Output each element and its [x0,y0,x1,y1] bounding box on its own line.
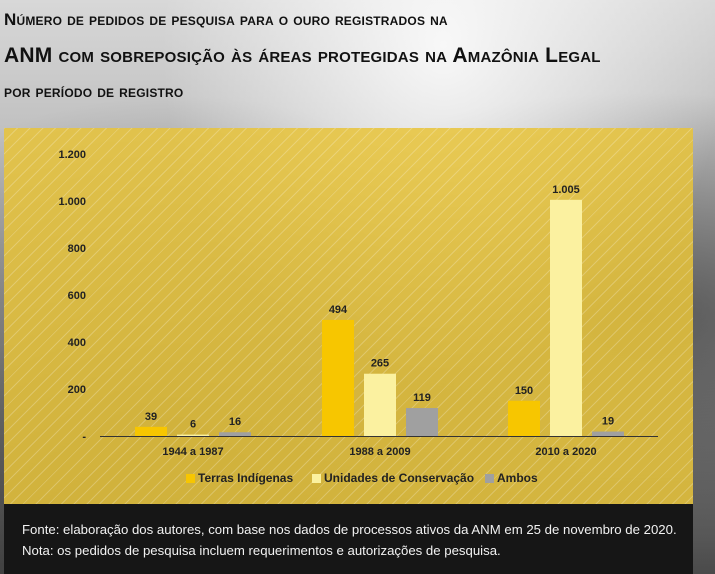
legend-swatch [485,474,494,483]
data-label: 1.005 [552,184,580,196]
title-line-1: Número de pedidos de pesquisa para o our… [4,10,448,29]
bar [322,319,354,436]
data-label: 16 [229,416,241,428]
bar [177,434,209,436]
y-tick-label: 800 [68,243,86,255]
title-line-3: por período de registro [4,82,184,101]
y-tick-label: 400 [68,337,86,349]
title-line-2: ANM com sobreposição às áreas protegidas… [4,44,601,67]
bar [135,426,167,436]
chart-title: Número de pedidos de pesquisa para o our… [4,2,704,110]
bar [364,373,396,436]
x-category-label: 2010 a 2020 [535,446,596,458]
bar [508,400,540,436]
data-label: 265 [371,358,389,370]
legend-label: Unidades de Conservação [324,471,474,485]
y-tick-label: - [82,431,86,443]
legend-label: Terras Indígenas [198,471,293,485]
bar [592,431,624,436]
data-label: 494 [329,304,348,316]
x-category-label: 1988 a 2009 [349,446,410,458]
y-tick-label: 1.000 [58,196,86,208]
source-note: Fonte: elaboração dos autores, com base … [4,504,693,574]
y-tick-label: 200 [68,384,86,396]
legend-swatch [186,474,195,483]
data-label: 6 [190,419,196,431]
y-tick-label: 600 [68,290,86,302]
y-tick-label: 1.200 [58,149,86,161]
bar [219,432,251,436]
data-label: 39 [145,411,157,423]
data-label: 19 [602,416,614,428]
bar [550,199,582,436]
legend-swatch [312,474,321,483]
bar [406,408,438,436]
legend-label: Ambos [497,471,538,485]
data-label: 119 [413,392,431,404]
data-label: 150 [515,385,533,397]
x-category-label: 1944 a 1987 [162,446,223,458]
